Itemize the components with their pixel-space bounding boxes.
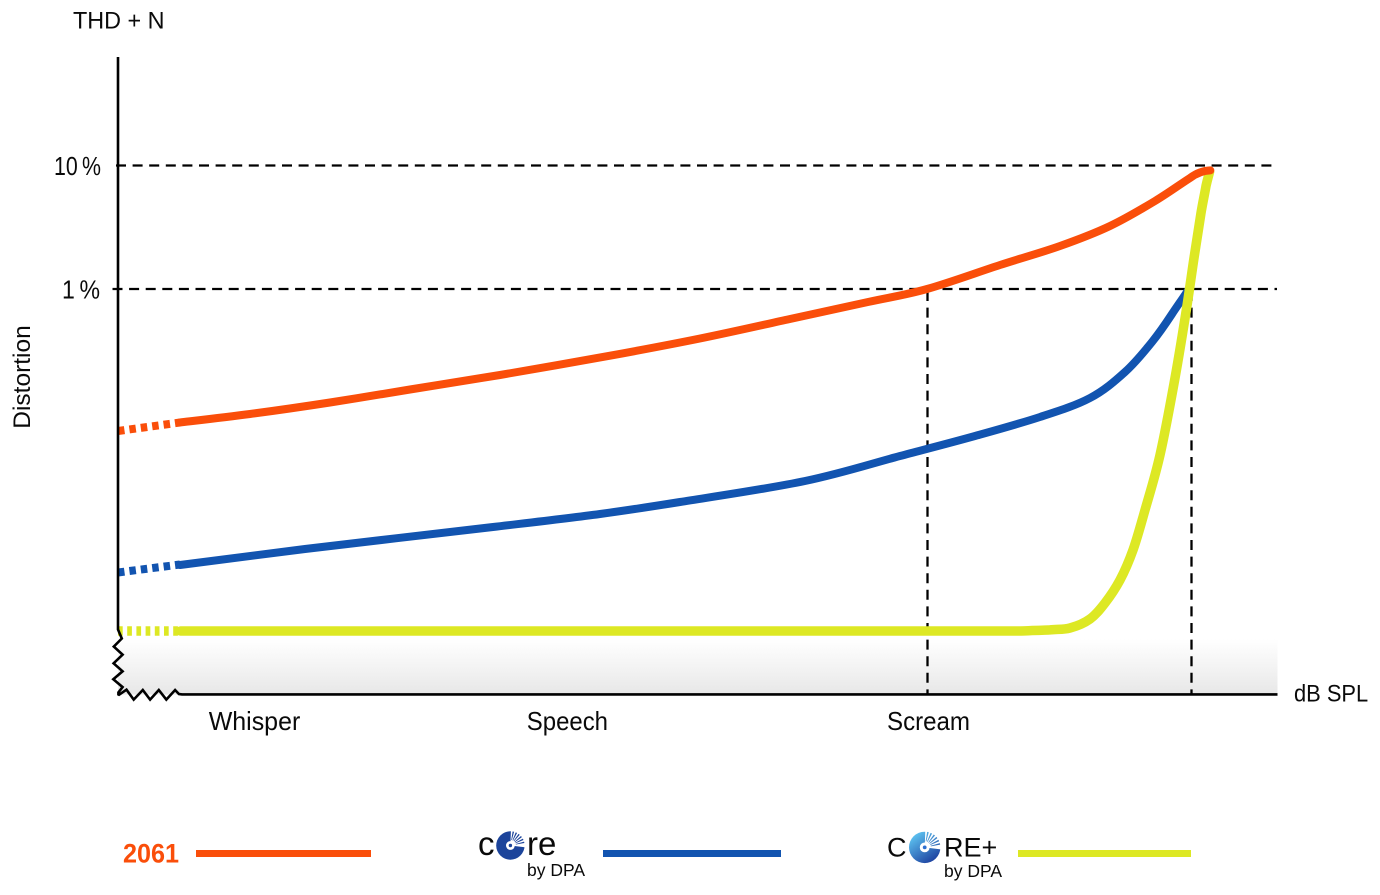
svg-text:10 %: 10 % — [54, 151, 101, 181]
svg-text:c: c — [478, 825, 495, 862]
svg-text:Speech: Speech — [527, 706, 608, 736]
svg-text:Scream: Scream — [887, 706, 970, 736]
svg-text:Distortion: Distortion — [9, 325, 36, 428]
svg-text:THD + N: THD + N — [73, 8, 165, 35]
svg-text:Whisper: Whisper — [209, 706, 301, 736]
svg-text:re: re — [527, 825, 556, 862]
svg-text:2061: 2061 — [123, 839, 179, 869]
svg-text:RE+: RE+ — [944, 833, 997, 863]
svg-text:dB SPL: dB SPL — [1294, 681, 1368, 708]
svg-text:by DPA: by DPA — [944, 861, 1002, 881]
svg-text:C: C — [887, 833, 907, 863]
svg-text:by DPA: by DPA — [527, 860, 585, 880]
svg-text:1 %: 1 % — [62, 275, 100, 305]
